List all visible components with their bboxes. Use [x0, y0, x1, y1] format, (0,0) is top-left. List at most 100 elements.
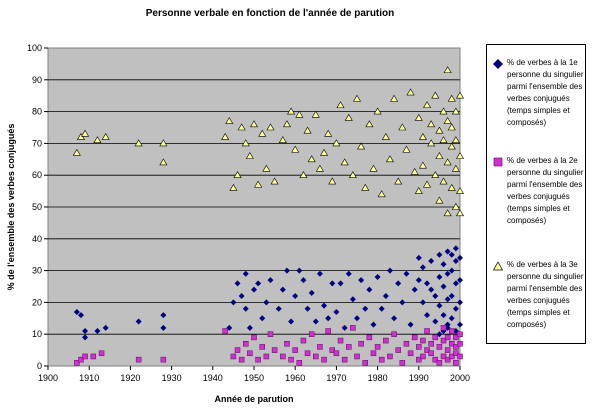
x-tick-label: 1960: [285, 373, 305, 383]
y-tick-label: 20: [32, 297, 42, 307]
data-point-3e-personne: [418, 161, 427, 169]
data-point-3e-personne: [451, 107, 460, 115]
data-point-3e-personne: [423, 180, 432, 188]
data-point-3e-personne: [394, 177, 403, 185]
data-point-3e-personne: [270, 177, 279, 185]
data-point-2e-personne: [313, 353, 319, 360]
data-point-1e-personne: [395, 280, 402, 287]
data-point-3e-personne: [427, 139, 436, 147]
data-point-3e-personne: [377, 190, 386, 198]
data-point-2e-personne: [82, 353, 88, 360]
data-point-2e-personne: [247, 350, 253, 357]
data-point-1e-personne: [366, 286, 373, 293]
data-point-1e-personne: [279, 286, 286, 293]
x-tick-label: 1970: [326, 373, 346, 383]
data-point-1e-personne: [230, 299, 237, 306]
data-point-2e-personne: [440, 337, 447, 344]
data-point-2e-personne: [440, 325, 447, 331]
data-point-1e-personne: [452, 280, 459, 287]
data-point-1e-personne: [73, 308, 80, 315]
data-point-1e-personne: [444, 248, 451, 255]
data-point-2e-personne: [337, 337, 344, 344]
data-point-1e-personne: [77, 312, 84, 319]
data-point-2e-personne: [440, 353, 447, 360]
data-point-3e-personne: [365, 120, 374, 128]
data-point-1e-personne: [102, 324, 109, 331]
data-point-2e-personne: [444, 334, 451, 341]
data-point-2e-personne: [436, 360, 443, 366]
data-point-2e-personne: [424, 347, 430, 353]
data-point-1e-personne: [424, 312, 431, 319]
data-point-1e-personne: [312, 318, 319, 325]
data-point-3e-personne: [418, 132, 427, 140]
square-marker-icon: [493, 157, 503, 167]
data-point-3e-personne: [390, 94, 399, 102]
data-point-1e-personne: [370, 321, 377, 328]
x-axis-title: Année de parution: [214, 394, 293, 404]
data-point-2e-personne: [416, 356, 422, 363]
x-tick-label: 2000: [450, 373, 470, 383]
data-point-2e-personne: [300, 337, 307, 344]
data-point-1e-personne: [267, 277, 274, 284]
data-point-2e-personne: [271, 347, 278, 353]
data-point-2e-personne: [325, 328, 331, 334]
data-point-3e-personne: [159, 158, 168, 166]
data-point-1e-personne: [419, 299, 426, 306]
data-point-1e-personne: [345, 270, 352, 277]
data-point-2e-personne: [329, 347, 336, 353]
data-point-3e-personne: [101, 132, 110, 140]
y-tick-label: 60: [32, 170, 42, 180]
data-point-3e-personne: [93, 136, 102, 144]
x-tick-label: 1930: [162, 373, 182, 383]
data-point-2e-personne: [420, 353, 426, 360]
data-point-1e-personne: [436, 251, 443, 258]
data-point-2e-personne: [403, 340, 410, 347]
data-point-1e-personne: [160, 324, 167, 331]
legend-label-2e-personne: % de verbes à la 2e personne du singulie…: [507, 156, 584, 225]
data-point-3e-personne: [233, 171, 242, 178]
data-point-3e-personne: [431, 91, 440, 99]
data-point-1e-personne: [337, 280, 344, 287]
legend: % de verbes à la 1e personne du singulie…: [486, 44, 586, 344]
data-point-2e-personne: [333, 350, 340, 357]
data-point-1e-personne: [259, 315, 266, 322]
data-point-2e-personne: [453, 334, 459, 341]
x-axis: 1900 1910 1920 1930 1940 1950 1960 1970 1980 1990…: [38, 366, 470, 383]
data-point-1e-personne: [234, 280, 241, 287]
data-point-2e-personne: [90, 353, 97, 360]
data-point-2e-personne: [395, 347, 401, 353]
data-point-1e-personne: [242, 305, 249, 312]
data-point-3e-personne: [357, 142, 366, 150]
data-point-1e-personne: [457, 277, 463, 284]
y-axis: 0 10 20 30 40 50 60 70 80 90 100: [27, 43, 48, 371]
data-point-3e-personne: [324, 129, 333, 137]
data-point-3e-personne: [447, 142, 456, 150]
data-point-2e-personne: [267, 331, 274, 337]
data-point-3e-personne: [451, 164, 460, 172]
diamond-marker-icon: [493, 59, 503, 69]
data-point-3e-personne: [282, 120, 291, 128]
data-point-3e-personne: [254, 180, 263, 188]
data-point-3e-personne: [455, 91, 465, 99]
data-point-1e-personne: [452, 245, 459, 252]
data-point-2e-personne: [292, 347, 298, 353]
data-point-3e-personne: [385, 155, 394, 163]
y-tick-label: 80: [32, 107, 42, 117]
data-point-1e-personne: [349, 296, 356, 303]
data-point-3e-personne: [81, 129, 90, 137]
data-points: [72, 66, 465, 366]
data-point-1e-personne: [391, 315, 398, 322]
data-point-2e-personne: [424, 328, 430, 334]
data-point-1e-personne: [308, 289, 315, 296]
triangle-marker-icon: [493, 261, 503, 271]
data-point-1e-personne: [440, 312, 447, 319]
data-point-3e-personne: [443, 158, 452, 166]
data-point-2e-personne: [346, 344, 352, 350]
data-point-1e-personne: [341, 324, 348, 331]
data-point-1e-personne: [94, 328, 101, 335]
data-point-3e-personne: [455, 209, 465, 217]
y-tick-label: 100: [27, 43, 42, 53]
data-point-2e-personne: [230, 353, 237, 360]
data-point-3e-personne: [369, 164, 378, 172]
data-point-3e-personne: [262, 164, 271, 172]
